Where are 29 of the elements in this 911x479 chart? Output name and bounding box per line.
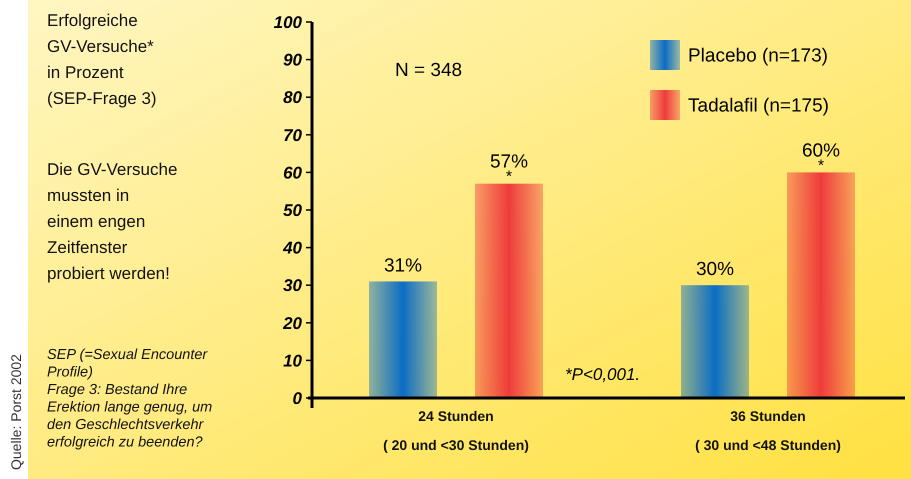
y-tick-label: 10 (283, 351, 303, 370)
annotation: * (818, 157, 824, 174)
annotation: *P<0,001. (565, 365, 640, 384)
legend-label: Tadalafil (n=175) (688, 96, 830, 117)
text: SEP (=Sexual Encounter Profile) Frage 3: Bestand Ihre Erektion lange genug, um den Geschlechtsverkehr erfolgreich zu beenden? (47, 347, 212, 450)
bar (787, 172, 855, 398)
y-tick-label: 50 (283, 200, 303, 220)
y-tick-label: 70 (283, 126, 303, 145)
bar (369, 281, 437, 398)
y-tick-label: 90 (283, 50, 303, 70)
text: Die GV-Versuche mussten in einem engen Zeitfenster probiert werden! (47, 160, 178, 283)
y-tick-label: 0 (292, 388, 303, 408)
y-tick-label: 80 (283, 88, 303, 108)
bar (475, 184, 543, 398)
source-note: Quelle: Porst 2002 (8, 354, 24, 470)
annotation: * (506, 168, 512, 186)
y-tick-label: 20 (282, 314, 303, 333)
x-tick-label: 36 Stunden ( 30 und <48 Stunden) (695, 408, 841, 453)
y-tick-label: 40 (282, 238, 303, 258)
annotation: N = 348 (395, 60, 462, 81)
data-label: 31% (384, 255, 422, 276)
x-tick-label: 24 Stunden ( 20 und <30 Stunden) (383, 408, 529, 453)
y-tick-label: 60 (283, 163, 303, 182)
text: Erfolgreiche GV-Versuche* in Prozent (SEP-Frage 3) (47, 11, 157, 108)
y-tick-label: 100 (274, 12, 303, 32)
data-label: 30% (696, 259, 734, 280)
y-tick-label: 30 (283, 276, 303, 296)
legend-label: Placebo (n=173) (688, 46, 828, 67)
bar (681, 285, 749, 398)
